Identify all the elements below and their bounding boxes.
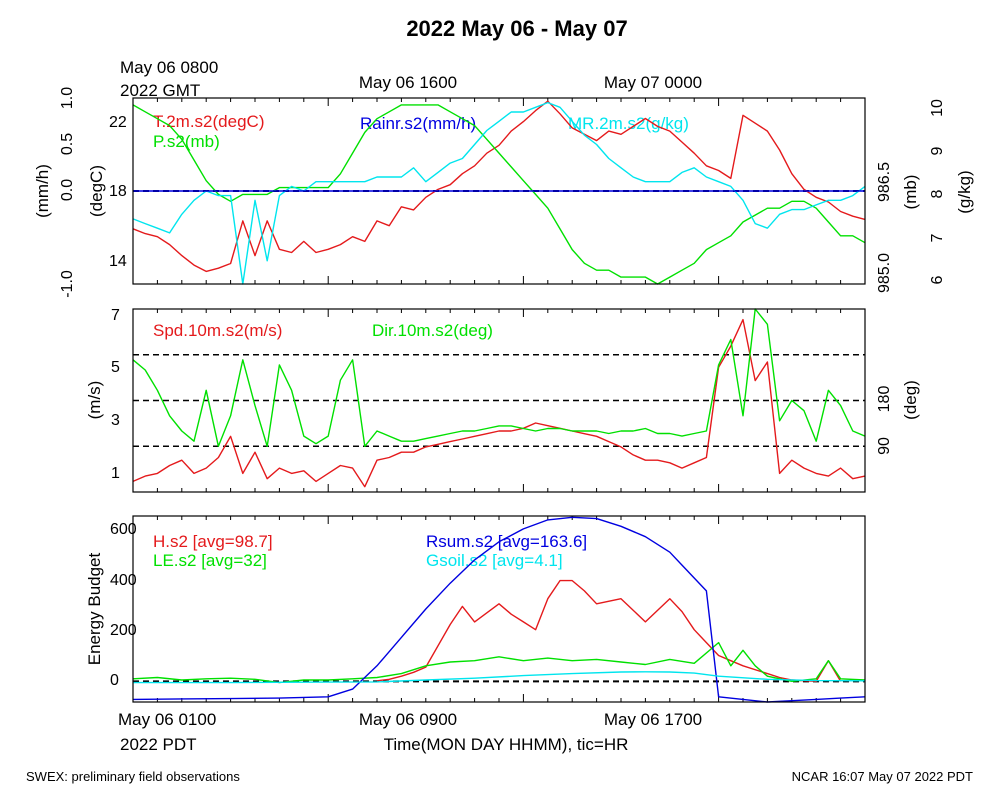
legend-mixing-ratio: MR.2m.s2(g/kg) [568,114,689,133]
tick-mb-9865: 986.5 [876,162,893,202]
footer-left: SWEX: preliminary field observations [26,769,240,784]
legend-latent-heat: LE.s2 [avg=32] [153,551,267,570]
series-line-gsoil-s2 [133,671,866,684]
top-axis-gmt-line2: 2022 GMT [120,81,200,100]
axis-label-gkg: (g/kg) [955,170,974,213]
legend-wind-dir: Dir.10m.s2(deg) [372,321,493,340]
legend-rain: Rainr.s2(mm/h) [360,114,476,133]
series-line-le-s2 [132,641,866,684]
top-axis-label-1600: May 06 1600 [359,73,457,92]
tick-mmh-4: -1.0 [59,270,76,298]
tick-degc-22: 22 [109,114,127,131]
panel-top: (mm/h) 1.0 0.5 0.0 -1.0 (degC) 22 18 14 … [33,87,974,298]
x-axis-label: Time(MON DAY HHMM), tic=HR [384,735,629,754]
tick-eb-600: 600 [110,521,137,538]
panel-top-frame [132,97,866,285]
legend-sensible-heat: H.s2 [avg=98.7] [153,532,273,551]
axis-label-mmh: (mm/h) [33,164,52,218]
bottom-axis-label-0900: May 06 0900 [359,710,457,729]
bottom-axis-label-0100: May 06 0100 [118,710,216,729]
tick-ms-3: 3 [111,412,120,429]
tick-gkg-9: 9 [929,146,946,155]
tick-mb-9850: 985.0 [876,253,893,293]
tick-degc-18: 18 [109,183,127,200]
top-axis-label-0000: May 07 0000 [604,73,702,92]
footer-right: NCAR 16:07 May 07 2022 PDT [792,769,973,784]
tick-eb-400: 400 [110,572,137,589]
tick-mmh-3: 0.0 [59,179,76,201]
legend-wind-speed: Spd.10m.s2(m/s) [153,321,282,340]
series-line-spd-10m-s2 [132,318,866,488]
tick-gkg-6: 6 [929,275,946,284]
chart-title: 2022 May 06 - May 07 [406,16,627,41]
tick-deg-90: 90 [876,437,893,455]
tick-mmh-1: 1.0 [59,87,76,109]
legend-temp: T.2m.s2(degC) [153,112,264,131]
tick-eb-200: 200 [110,622,137,639]
panel-middle: (m/s) 7 5 3 1 180 90 (deg) Spd.10m.s2(m/… [85,307,920,493]
series-line-t-2m-s2 [132,100,866,273]
tick-ms-1: 1 [111,465,120,482]
series-line-rsum-s2 [132,516,866,703]
series-line-p-s2 [132,104,866,285]
tick-mmh-2: 0.5 [59,133,76,155]
bottom-axis-label-1700: May 06 1700 [604,710,702,729]
axis-label-degc: (degC) [87,165,106,217]
axis-label-energy: Energy Budget [85,552,104,665]
axis-label-ms: (m/s) [85,381,104,420]
axis-label-mb: (mb) [901,175,920,210]
tick-deg-180: 180 [876,386,893,413]
tick-eb-0: 0 [110,672,119,689]
legend-rsum: Rsum.s2 [avg=163.6] [426,532,587,551]
series-line-dir-10m-s2 [132,308,866,447]
tick-ms-5: 5 [111,359,120,376]
panel-bottom: Energy Budget 600 400 200 0 H.s2 [avg=98… [85,515,866,703]
panel-bottom-frame [132,515,866,703]
series-line-h-s2 [376,579,842,682]
series-line-mr-2m-s2 [132,101,866,285]
tick-degc-14: 14 [109,253,127,270]
legend-pressure: P.s2(mb) [153,132,220,151]
top-axis-gmt-line1: May 06 0800 [120,58,218,77]
tick-gkg-7: 7 [929,233,946,242]
tick-gkg-10: 10 [929,99,946,117]
bottom-axis-tz: 2022 PDT [120,735,197,754]
axis-label-deg: (deg) [901,380,920,420]
panel-middle-frame [132,308,866,493]
tick-gkg-8: 8 [929,189,946,198]
legend-gsoil: Gsoil.s2 [avg=4.1] [426,551,563,570]
tick-ms-7: 7 [111,307,120,324]
